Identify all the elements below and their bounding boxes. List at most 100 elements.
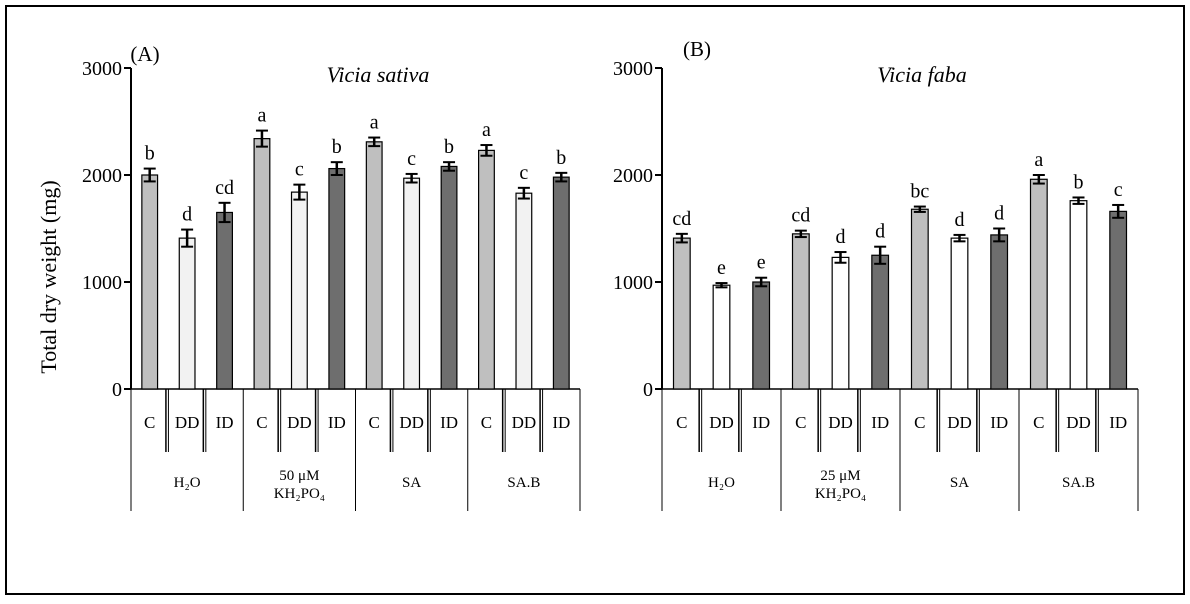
bar-id	[328, 167, 346, 390]
significance-letter: d	[955, 209, 965, 231]
significance-letter: c	[1114, 179, 1123, 201]
group-label: H₂O	[174, 475, 201, 491]
category-label-id: ID	[328, 413, 346, 432]
category-label-dd: DD	[287, 413, 312, 432]
category-label-c: C	[481, 413, 492, 432]
significance-letter: d	[875, 221, 885, 243]
category-label-c: C	[1033, 413, 1044, 432]
group-label: 50 μM	[279, 468, 319, 484]
bar-dd	[515, 192, 533, 390]
category-label-id: ID	[216, 413, 234, 432]
category-label-dd: DD	[947, 413, 972, 432]
significance-letter: d	[994, 203, 1004, 225]
panel-b: (B)Vicia faba0100020003000cdCeDDeIDH₂Ocd…	[613, 37, 1139, 511]
category-label-dd: DD	[1066, 413, 1091, 432]
bar-id	[552, 176, 570, 390]
group-label: KH₂PO₄	[815, 486, 866, 502]
significance-letter: b	[556, 147, 566, 169]
significance-letter: b	[444, 136, 454, 158]
significance-letter: e	[757, 252, 766, 274]
y-tick-label: 3000	[613, 58, 653, 80]
bar-id	[871, 254, 890, 390]
category-label-dd: DD	[399, 413, 424, 432]
bar-dd	[831, 256, 850, 390]
group-label: SA	[402, 475, 421, 491]
category-label-c: C	[914, 413, 925, 432]
y-tick-label: 2000	[613, 165, 653, 187]
bar-c	[791, 233, 810, 390]
significance-letter: a	[482, 119, 491, 141]
significance-letter: d	[836, 226, 846, 248]
significance-letter: c	[519, 162, 528, 184]
category-label-c: C	[144, 413, 155, 432]
bar-c	[253, 138, 271, 390]
group-label: SA.B	[1062, 475, 1095, 491]
bar-c	[910, 208, 929, 390]
significance-letter: e	[717, 257, 726, 279]
category-label-id: ID	[871, 413, 889, 432]
category-label-dd: DD	[512, 413, 537, 432]
category-label-id: ID	[552, 413, 570, 432]
chart-title: Vicia faba	[877, 62, 966, 87]
chart-title: Vicia sativa	[327, 62, 430, 87]
category-label-dd: DD	[709, 413, 734, 432]
bar-id	[1109, 210, 1128, 390]
bar-dd	[712, 284, 731, 390]
significance-letter: b	[1074, 171, 1084, 193]
bar-dd	[950, 237, 969, 390]
category-label-id: ID	[440, 413, 458, 432]
y-tick-label: 2000	[82, 165, 122, 187]
group-label: KH₂PO₄	[274, 486, 325, 502]
category-label-c: C	[256, 413, 267, 432]
group-label: 25 μM	[820, 468, 860, 484]
figure-border	[5, 5, 1185, 595]
bar-dd	[1069, 200, 1088, 390]
y-tick-label: 1000	[82, 272, 122, 294]
significance-letter: cd	[672, 208, 691, 230]
bar-dd	[403, 177, 421, 390]
panel-label: (A)	[130, 42, 159, 66]
category-label-c: C	[795, 413, 806, 432]
significance-letter: a	[370, 112, 379, 134]
group-label: SA	[950, 475, 969, 491]
significance-letter: bc	[910, 181, 929, 203]
group-label: H₂O	[708, 475, 735, 491]
category-label-dd: DD	[828, 413, 853, 432]
category-label-id: ID	[990, 413, 1008, 432]
y-tick-label: 1000	[613, 272, 653, 294]
bar-c	[1029, 178, 1048, 390]
significance-letter: a	[1034, 149, 1043, 171]
bar-c	[672, 237, 691, 390]
significance-letter: c	[407, 148, 416, 170]
y-tick-label: 0	[643, 379, 653, 401]
panel-label: (B)	[683, 37, 711, 61]
category-label-c: C	[369, 413, 380, 432]
significance-letter: d	[182, 204, 192, 226]
y-axis-label: Total dry weight (mg)	[36, 180, 61, 373]
significance-letter: b	[332, 136, 342, 158]
bar-id	[440, 165, 458, 390]
significance-letter: a	[258, 105, 267, 127]
category-label-id: ID	[752, 413, 770, 432]
bar-id	[216, 211, 233, 390]
significance-letter: b	[145, 143, 155, 165]
category-label-dd: DD	[175, 413, 200, 432]
bar-dd	[178, 237, 196, 390]
category-label-c: C	[676, 413, 687, 432]
group-label: SA.B	[507, 475, 540, 491]
bar-c	[365, 141, 383, 390]
panel-a: (A) Vicia sativa 0 1000 2000 3000 b Cd DD cd ID H₂O…	[82, 42, 581, 511]
y-tick-label: 0	[112, 379, 122, 401]
significance-letter: c	[295, 159, 304, 181]
bar-id	[990, 234, 1009, 390]
category-label-id: ID	[1109, 413, 1127, 432]
significance-letter: cd	[791, 205, 810, 227]
bar-c	[141, 174, 159, 390]
bar-dd	[290, 191, 308, 390]
bar-id	[752, 281, 771, 390]
y-tick-label: 3000	[82, 58, 122, 80]
significance-letter: cd	[215, 177, 234, 199]
bar-c	[478, 149, 495, 390]
